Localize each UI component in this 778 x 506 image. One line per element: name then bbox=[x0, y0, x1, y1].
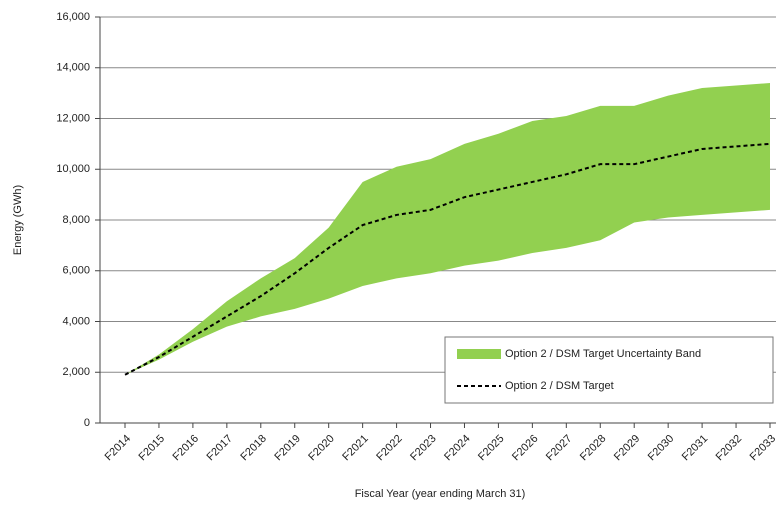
x-tick-label: F2020 bbox=[306, 433, 337, 464]
x-tick-label: F2024 bbox=[442, 433, 473, 464]
x-tick-label: F2031 bbox=[680, 433, 711, 464]
x-tick-label: F2014 bbox=[103, 433, 134, 464]
y-tick-label: 2,000 bbox=[62, 366, 90, 378]
x-tick-label: F2016 bbox=[171, 433, 202, 464]
x-axis-label: Fiscal Year (year ending March 31) bbox=[355, 488, 526, 500]
x-tick-label: F2028 bbox=[578, 433, 609, 464]
y-tick-label: 12,000 bbox=[56, 112, 90, 124]
y-tick-label: 4,000 bbox=[62, 315, 90, 327]
x-tick-label: F2015 bbox=[137, 433, 168, 464]
x-tick-label: F2019 bbox=[272, 433, 303, 464]
x-tick-label: F2018 bbox=[238, 433, 269, 464]
y-tick-label: 14,000 bbox=[56, 62, 90, 74]
x-tick-label: F2021 bbox=[340, 433, 371, 464]
x-tick-label: F2027 bbox=[544, 433, 575, 464]
y-tick-label: 0 bbox=[84, 417, 90, 429]
legend-box bbox=[444, 336, 774, 404]
y-tick-label: 16,000 bbox=[56, 11, 90, 23]
legend-label: Option 2 / DSM Target Uncertainty Band bbox=[505, 348, 701, 360]
x-tick-label: F2017 bbox=[204, 433, 235, 464]
uncertainty-band bbox=[125, 82, 770, 375]
x-tick-label: F2022 bbox=[374, 433, 405, 464]
legend-swatch bbox=[457, 349, 501, 359]
y-tick-label: 10,000 bbox=[56, 163, 90, 175]
x-tick-label: F2033 bbox=[748, 433, 778, 464]
x-tick-label: F2029 bbox=[612, 433, 643, 464]
legend-label: Option 2 / DSM Target bbox=[505, 380, 614, 392]
y-axis-label: Energy (GWh) bbox=[12, 185, 24, 255]
y-tick-label: 6,000 bbox=[62, 265, 90, 277]
x-tick-label: F2032 bbox=[714, 433, 745, 464]
x-tick-label: F2026 bbox=[510, 433, 541, 464]
target-line bbox=[124, 142, 771, 376]
x-tick-label: F2025 bbox=[476, 433, 507, 464]
y-tick-label: 8,000 bbox=[62, 214, 90, 226]
x-tick-label: F2023 bbox=[408, 433, 439, 464]
x-tick-label: F2030 bbox=[646, 433, 677, 464]
